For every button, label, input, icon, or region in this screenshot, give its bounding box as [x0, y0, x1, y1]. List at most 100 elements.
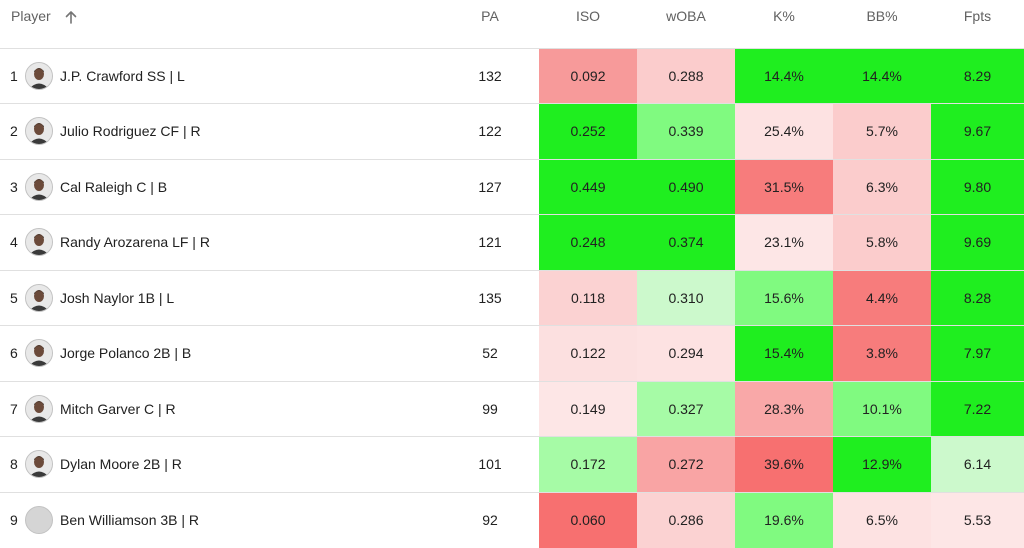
arrow-up-icon[interactable] [63, 9, 79, 28]
player-name[interactable]: J.P. Crawford SS | L [60, 67, 185, 84]
player-cell[interactable]: 3 Cal Raleigh C | B [0, 158, 441, 215]
column-header-iso[interactable]: ISO [575, 8, 601, 24]
fpts-cell: 9.80 [931, 158, 1024, 215]
player-cell[interactable]: 2 Julio Rodriguez CF | R [0, 103, 441, 159]
pa-cell: 101 [441, 436, 539, 492]
column-header-player[interactable]: Player [0, 0, 441, 48]
row-rank: 1 [10, 67, 18, 84]
header-row: Player PA ISO wOBA K% BB% Fpts [0, 0, 1024, 48]
table-row[interactable]: 1 J.P. Crawford SS | L 132 0.092 0.288 14.4% 1… [0, 47, 1024, 104]
player-cell[interactable]: 7 Mitch Garver C | R [0, 380, 441, 437]
iso-cell: 0.122 [539, 325, 637, 381]
fpts-cell: 7.97 [931, 325, 1024, 381]
row-rank: 3 [10, 178, 18, 195]
fpts-cell: 6.14 [931, 436, 1024, 492]
iso-cell: 0.172 [539, 436, 637, 492]
player-cell[interactable]: 4 Randy Arozarena LF | R [0, 214, 441, 270]
pa-cell: 132 [441, 47, 539, 104]
woba-cell: 0.310 [637, 269, 735, 326]
k-pct-cell: 31.5% [735, 158, 833, 215]
table-row[interactable]: 6 Jorge Polanco 2B | B 52 0.122 0.294 15.4% 3.… [0, 325, 1024, 381]
k-pct-cell: 15.4% [735, 325, 833, 381]
player-name[interactable]: Josh Naylor 1B | L [60, 289, 175, 306]
row-rank: 4 [10, 234, 18, 251]
fpts-cell: 8.28 [931, 269, 1024, 326]
table-row[interactable]: 4 Randy Arozarena LF | R 121 0.248 0.374 23.1… [0, 214, 1024, 270]
iso-cell: 0.149 [539, 380, 637, 437]
woba-cell: 0.288 [637, 47, 735, 104]
pa-cell: 99 [441, 380, 539, 437]
k-pct-cell: 15.6% [735, 269, 833, 326]
bb-pct-cell: 12.9% [833, 436, 931, 492]
column-header-pa[interactable]: PA [481, 8, 499, 24]
player-avatar [25, 283, 53, 312]
row-rank: 2 [10, 123, 18, 140]
row-rank: 5 [10, 289, 18, 306]
player-cell-content: 2 Julio Rodriguez CF | R [0, 117, 441, 146]
iso-cell: 0.118 [539, 269, 637, 326]
bb-pct-cell: 10.1% [833, 380, 931, 437]
player-cell[interactable]: 8 Dylan Moore 2B | R [0, 436, 441, 492]
player-avatar [25, 172, 53, 201]
pa-cell: 135 [441, 269, 539, 326]
placeholder-avatar-icon [25, 506, 53, 534]
player-cell[interactable]: 9 Ben Williamson 3B | R [0, 491, 441, 548]
pa-cell: 92 [441, 491, 539, 548]
iso-cell: 0.252 [539, 103, 637, 159]
column-header-fpts[interactable]: Fpts [963, 8, 992, 24]
bb-pct-cell: 5.8% [833, 214, 931, 270]
player-cell-content: 9 Ben Williamson 3B | R [0, 506, 441, 534]
woba-cell: 0.490 [637, 158, 735, 215]
player-name[interactable]: Dylan Moore 2B | R [60, 456, 182, 473]
player-avatar [25, 228, 53, 257]
player-cell-content: 8 Dylan Moore 2B | R [0, 450, 441, 479]
column-header-k-pct[interactable]: K% [773, 8, 795, 24]
pa-cell: 122 [441, 103, 539, 159]
column-header-label: Player [11, 8, 51, 24]
k-pct-cell: 39.6% [735, 436, 833, 492]
pa-cell: 121 [441, 214, 539, 270]
k-pct-cell: 14.4% [735, 47, 833, 104]
table-row[interactable]: 3 Cal Raleigh C | B 127 0.449 0.490 31.5% 6.3%… [0, 158, 1024, 215]
player-cell[interactable]: 6 Jorge Polanco 2B | B [0, 325, 441, 381]
woba-cell: 0.272 [637, 436, 735, 492]
bb-pct-cell: 5.7% [833, 103, 931, 159]
iso-cell: 0.092 [539, 47, 637, 104]
player-cell[interactable]: 1 J.P. Crawford SS | L [0, 47, 441, 104]
column-header-bb-pct[interactable]: BB% [866, 8, 898, 24]
row-rank: 7 [10, 400, 18, 417]
woba-cell: 0.294 [637, 325, 735, 381]
pa-cell: 52 [441, 325, 539, 381]
player-name[interactable]: Ben Williamson 3B | R [60, 512, 200, 528]
player-avatar [25, 61, 53, 90]
table-row[interactable]: 9 Ben Williamson 3B | R 92 0.060 0.286 19.6% 6… [0, 491, 1024, 548]
player-name[interactable]: Randy Arozarena LF | R [60, 234, 210, 251]
k-pct-cell: 28.3% [735, 380, 833, 437]
table-row[interactable]: 7 Mitch Garver C | R 99 0.149 0.327 28.3% 10.1… [0, 380, 1024, 437]
player-name[interactable]: Jorge Polanco 2B | B [60, 345, 192, 362]
row-rank: 9 [10, 512, 18, 528]
iso-cell: 0.060 [539, 491, 637, 548]
player-name[interactable]: Mitch Garver C | R [60, 400, 176, 417]
fpts-cell: 5.53 [931, 491, 1024, 548]
woba-cell: 0.286 [637, 491, 735, 548]
table-row[interactable]: 2 Julio Rodriguez CF | R 122 0.252 0.339 25.4… [0, 103, 1024, 159]
column-header-woba[interactable]: wOBA [666, 8, 706, 24]
bb-pct-cell: 6.3% [833, 158, 931, 215]
player-cell-content: 4 Randy Arozarena LF | R [0, 228, 441, 257]
k-pct-cell: 23.1% [735, 214, 833, 270]
woba-cell: 0.327 [637, 380, 735, 437]
iso-cell: 0.449 [539, 158, 637, 215]
player-cell[interactable]: 5 Josh Naylor 1B | L [0, 269, 441, 326]
woba-cell: 0.339 [637, 103, 735, 159]
row-rank: 8 [10, 456, 18, 473]
table-row[interactable]: 8 Dylan Moore 2B | R 101 0.172 0.272 39.6% 12.… [0, 436, 1024, 492]
bb-pct-cell: 3.8% [833, 325, 931, 381]
table-row[interactable]: 5 Josh Naylor 1B | L 135 0.118 0.310 15.6% 4.4… [0, 269, 1024, 326]
fpts-cell: 8.29 [931, 47, 1024, 104]
player-name[interactable]: Cal Raleigh C | B [60, 178, 168, 195]
row-rank: 6 [10, 345, 18, 362]
player-name[interactable]: Julio Rodriguez CF | R [60, 123, 201, 140]
iso-cell: 0.248 [539, 214, 637, 270]
bb-pct-cell: 6.5% [833, 491, 931, 548]
